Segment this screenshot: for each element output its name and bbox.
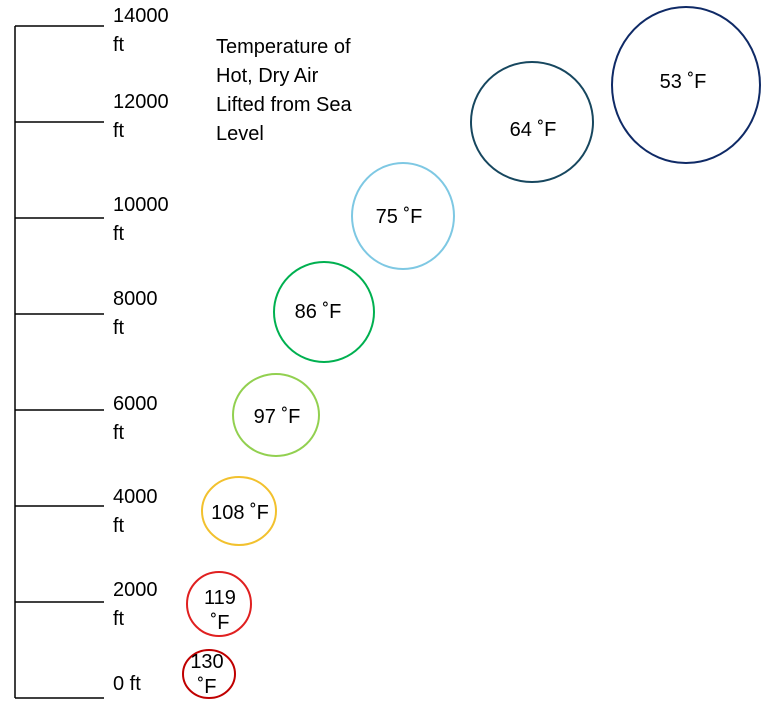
temperature-bubble [186,571,252,637]
temperature-label: 64 ˚F [493,118,573,143]
temperature-label-line: 108 ˚F [211,502,269,524]
title-line: Lifted from Sea [216,94,352,116]
temperature-label: 130 ˚F [167,650,247,700]
tick-label-line: ft [113,608,125,630]
temperature-label: 53 ˚F [643,70,723,95]
temperature-bubble [232,373,320,457]
tick-label: 10000 ft [113,191,169,249]
temperature-label-line: ˚F [210,612,230,634]
temperature-label: 108 ˚F [200,501,280,526]
temperature-label: 97 ˚F [237,405,317,430]
temperature-label: 119 ˚F [180,586,260,636]
temperature-bubble [611,6,761,164]
tick-label-line: 12000 [113,91,169,113]
title-line: Hot, Dry Air [216,65,319,87]
temperature-label-line: 119 [204,587,236,609]
tick-label: 6000 ft [113,390,158,448]
temperature-bubble [201,476,277,546]
temperature-bubble [470,61,594,183]
tick-label: 12000 ft [113,88,169,146]
temperature-label: 86 ˚F [278,300,358,325]
tick-label-line: 6000 [113,393,158,415]
tick-label-line: ft [113,223,125,245]
title-line: Temperature of [216,36,351,58]
temperature-label-line: 97 ˚F [253,406,301,428]
tick-label: 0 ft [113,670,141,699]
tick-label: 2000 ft [113,576,158,634]
temperature-label-line: 64 ˚F [509,119,557,141]
tick-label-line: 0 ft [113,673,141,695]
temperature-label-line: 130 [190,651,224,673]
tick-label-line: 2000 [113,579,158,601]
temperature-bubble [273,261,375,363]
tick-label-line: 4000 [113,486,158,508]
tick-label: 14000 ft [113,2,169,60]
temperature-bubble [351,162,455,270]
tick-label: 4000 ft [113,483,158,541]
temperature-label-line: ˚F [197,676,217,698]
temperature-bubble [182,649,236,699]
tick-label-line: ft [113,515,125,537]
tick-label-line: 14000 [113,5,169,27]
title-line: Level [216,123,264,145]
temperature-label-line: 86 ˚F [294,301,342,323]
tick-label-line: 10000 [113,194,169,216]
temperature-label-line: 53 ˚F [659,71,707,93]
tick-label: 8000 ft [113,285,158,343]
tick-label-line: ft [113,422,125,444]
tick-label-line: ft [113,317,125,339]
tick-label-line: ft [113,34,125,56]
diagram-title: Temperature of Hot, Dry Air Lifted from Se… [216,33,396,149]
temperature-label-line: 75 ˚F [375,206,423,228]
temperature-label: 75 ˚F [359,205,439,230]
tick-label-line: ft [113,120,125,142]
tick-label-line: 8000 [113,288,158,310]
